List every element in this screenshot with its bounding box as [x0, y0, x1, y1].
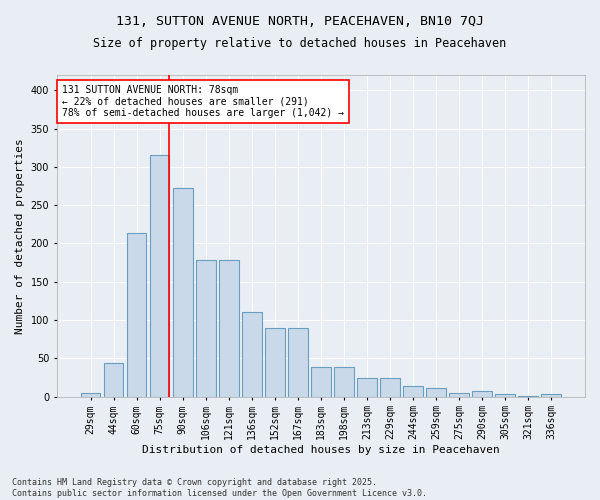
Bar: [403, 386, 423, 396]
Text: 131, SUTTON AVENUE NORTH, PEACEHAVEN, BN10 7QJ: 131, SUTTON AVENUE NORTH, PEACEHAVEN, BN…: [116, 15, 484, 28]
Bar: [288, 328, 308, 396]
Y-axis label: Number of detached properties: Number of detached properties: [15, 138, 25, 334]
Bar: [104, 363, 124, 396]
X-axis label: Distribution of detached houses by size in Peacehaven: Distribution of detached houses by size …: [142, 445, 500, 455]
Bar: [196, 260, 215, 396]
Text: Contains HM Land Registry data © Crown copyright and database right 2025.
Contai: Contains HM Land Registry data © Crown c…: [12, 478, 427, 498]
Text: 131 SUTTON AVENUE NORTH: 78sqm
← 22% of detached houses are smaller (291)
78% of: 131 SUTTON AVENUE NORTH: 78sqm ← 22% of …: [62, 84, 344, 118]
Bar: [426, 388, 446, 396]
Bar: [219, 260, 239, 396]
Bar: [380, 378, 400, 396]
Bar: [334, 368, 354, 396]
Bar: [173, 188, 193, 396]
Text: Size of property relative to detached houses in Peacehaven: Size of property relative to detached ho…: [94, 38, 506, 51]
Bar: [150, 156, 169, 396]
Bar: [242, 312, 262, 396]
Bar: [541, 394, 561, 396]
Bar: [449, 392, 469, 396]
Bar: [496, 394, 515, 396]
Bar: [127, 234, 146, 396]
Bar: [472, 391, 492, 396]
Bar: [265, 328, 284, 396]
Bar: [357, 378, 377, 396]
Bar: [81, 392, 100, 396]
Bar: [311, 368, 331, 396]
